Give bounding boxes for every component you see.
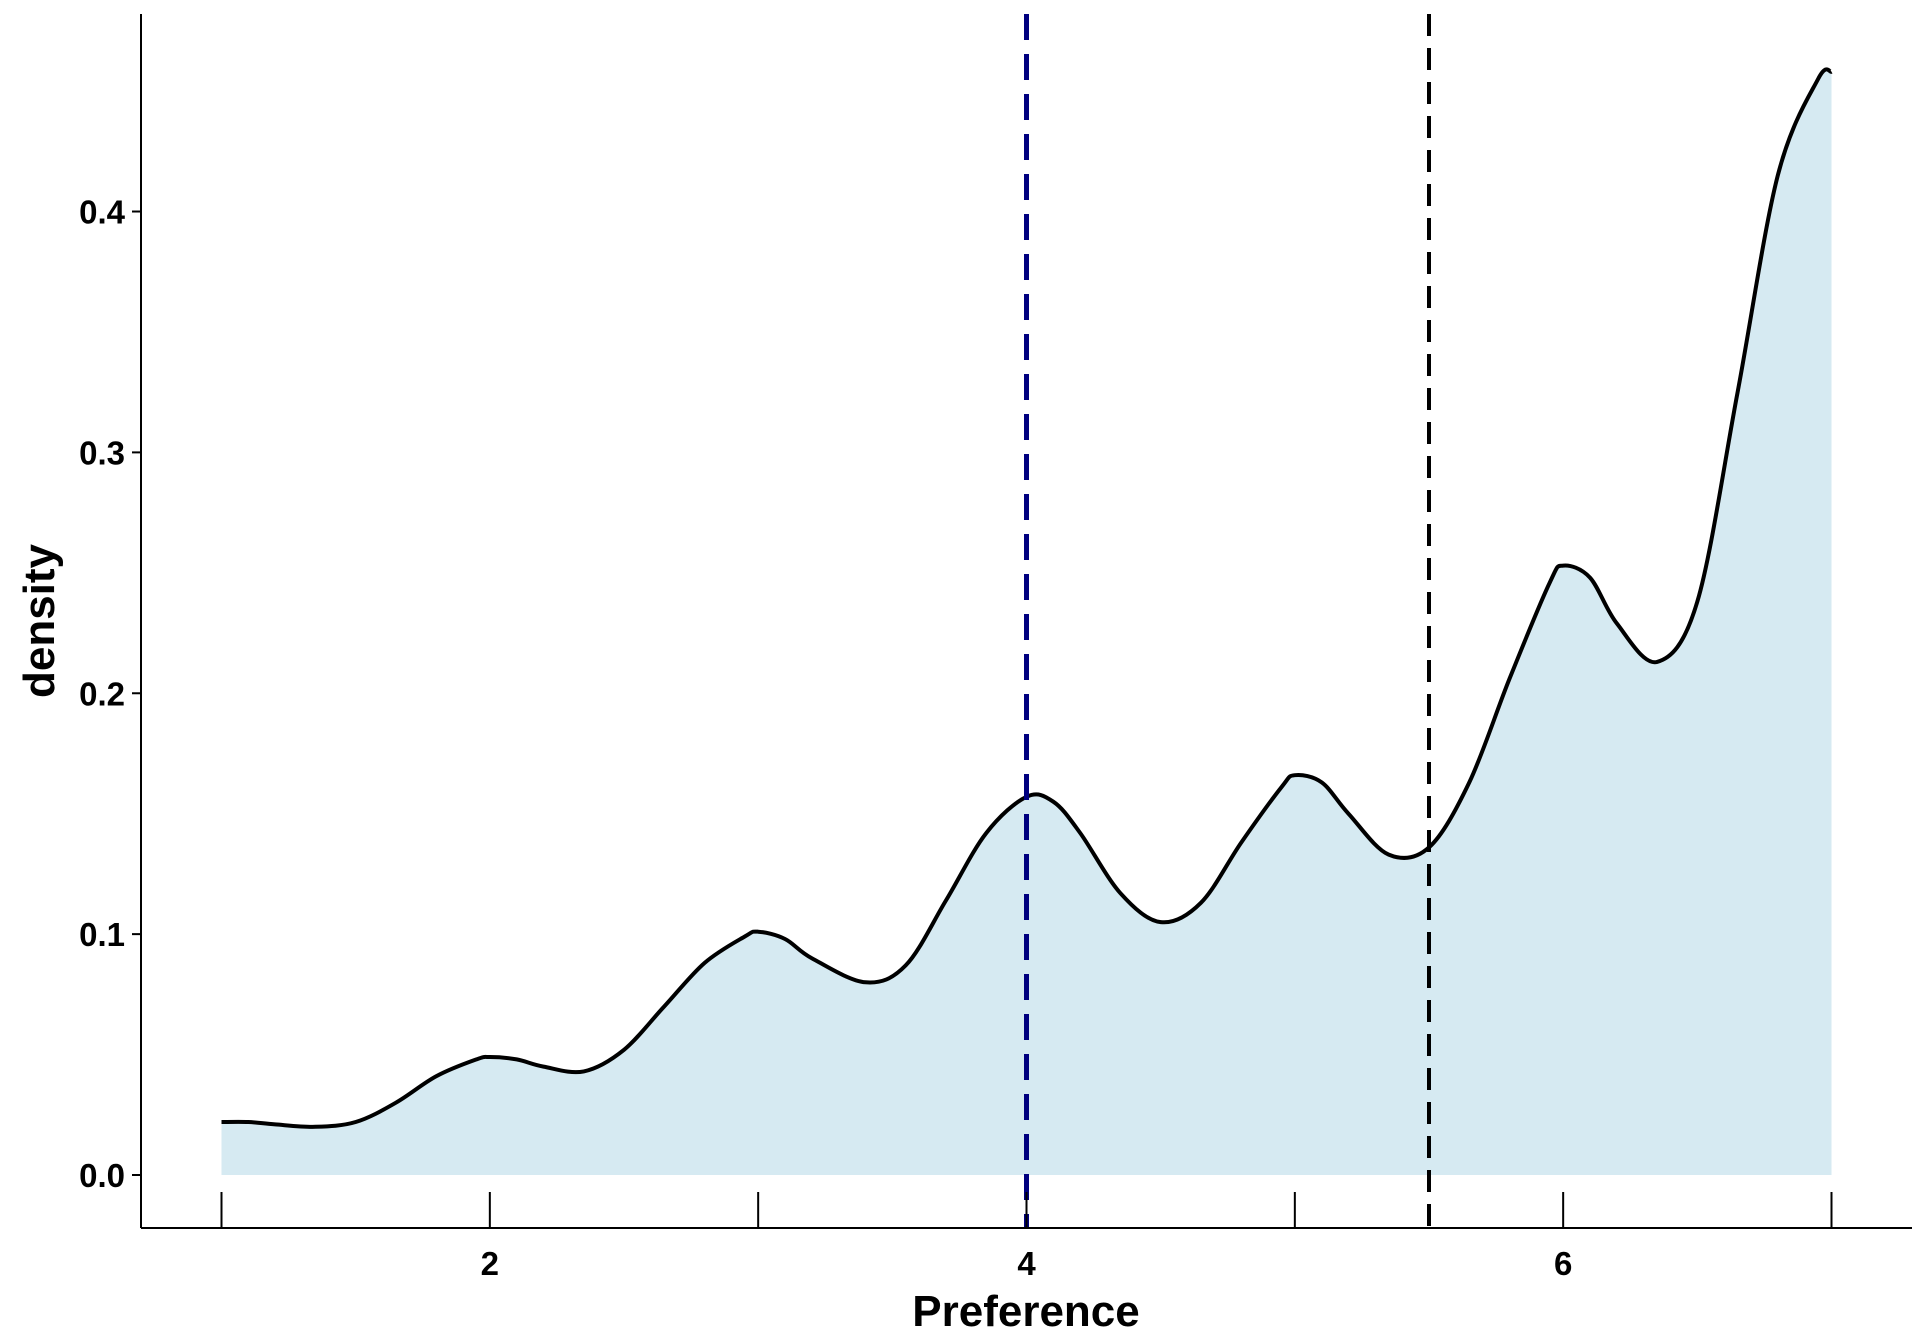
y-tick-label: 0.1: [79, 916, 125, 953]
density-line-layer: [221, 67, 1833, 1129]
x-tick-label: 4: [1017, 1245, 1036, 1282]
y-tick-label: 0.0: [79, 1157, 125, 1194]
y-tick-label: 0.2: [79, 675, 125, 712]
x-axis-title: Preference: [912, 1287, 1139, 1336]
y-tick-label: 0.4: [79, 194, 126, 231]
y-axis-title: density: [15, 543, 64, 698]
x-tick-label: 6: [1554, 1245, 1572, 1282]
density-curve: [221, 67, 1833, 1129]
x-tick-label: 2: [481, 1245, 499, 1282]
y-tick-label: 0.3: [79, 434, 125, 471]
reference-lines-layer: [1024, 14, 1431, 1228]
ticks-layer: 2 4 6 0.0 0.1 0.2 0.3 0.4: [79, 194, 1833, 1282]
